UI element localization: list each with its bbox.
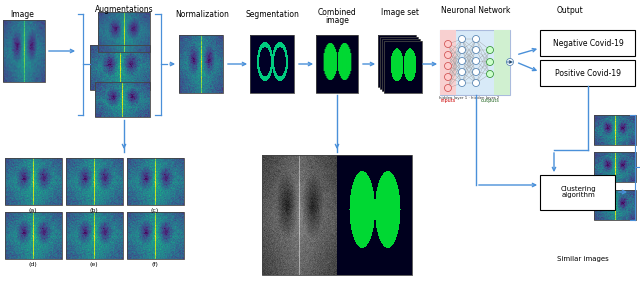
FancyBboxPatch shape [494, 30, 510, 95]
Circle shape [445, 62, 451, 69]
Circle shape [486, 47, 493, 53]
Text: image: image [325, 16, 349, 25]
Circle shape [472, 58, 479, 64]
Text: Segmentation: Segmentation [245, 10, 299, 19]
Circle shape [506, 58, 513, 66]
Text: hidden layer 1 · hidden layer 2: hidden layer 1 · hidden layer 2 [439, 96, 499, 100]
FancyBboxPatch shape [540, 30, 635, 56]
Circle shape [458, 79, 465, 86]
Circle shape [445, 84, 451, 92]
Text: Negative Covid-19: Negative Covid-19 [552, 38, 623, 47]
Circle shape [458, 36, 465, 42]
Circle shape [445, 51, 451, 58]
Text: Output: Output [557, 6, 584, 15]
FancyBboxPatch shape [540, 60, 635, 86]
Text: Image: Image [10, 10, 34, 19]
Circle shape [458, 47, 465, 53]
Text: Similar images: Similar images [557, 256, 609, 262]
FancyBboxPatch shape [440, 30, 456, 95]
Circle shape [472, 47, 479, 53]
Text: x: x [509, 60, 511, 64]
Text: (d): (d) [29, 262, 37, 267]
Text: Neuronal Network: Neuronal Network [442, 6, 511, 15]
Circle shape [445, 40, 451, 47]
Text: Normalization: Normalization [175, 10, 229, 19]
Text: Positive Covid-19: Positive Covid-19 [555, 68, 621, 77]
Circle shape [445, 73, 451, 81]
Circle shape [486, 58, 493, 66]
Text: outputs: outputs [481, 98, 499, 103]
Circle shape [486, 71, 493, 77]
Circle shape [472, 68, 479, 75]
Text: Combined: Combined [317, 8, 356, 17]
Text: Image set: Image set [381, 8, 419, 17]
Circle shape [472, 79, 479, 86]
Text: (e): (e) [90, 262, 99, 267]
Circle shape [472, 36, 479, 42]
Circle shape [458, 58, 465, 64]
FancyBboxPatch shape [440, 30, 510, 95]
Text: inputs: inputs [440, 98, 456, 103]
Text: (b): (b) [90, 208, 99, 213]
Text: Clustering
algorithm: Clustering algorithm [560, 186, 596, 199]
Text: (c): (c) [151, 208, 159, 213]
Circle shape [458, 68, 465, 75]
Text: (f): (f) [152, 262, 159, 267]
Text: Augmentations: Augmentations [95, 5, 154, 14]
Text: (a): (a) [29, 208, 37, 213]
FancyBboxPatch shape [540, 175, 615, 210]
